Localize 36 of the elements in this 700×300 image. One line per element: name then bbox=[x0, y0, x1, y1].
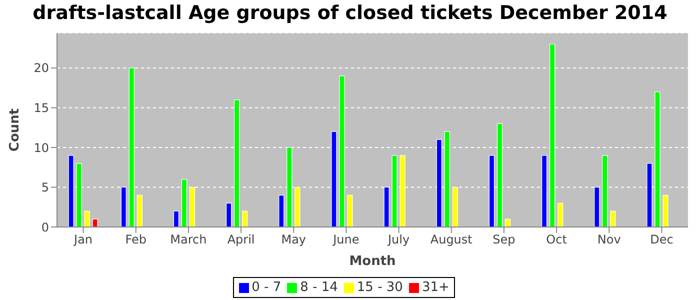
x-axis-title: Month bbox=[349, 254, 396, 269]
legend-label: 0 - 7 bbox=[252, 280, 282, 295]
y-tick-label: 10 bbox=[34, 140, 49, 155]
x-tick-label: May bbox=[281, 232, 306, 247]
bar bbox=[84, 210, 90, 227]
chart-title: drafts-lastcall Age groups of closed tickets December 2014 bbox=[32, 2, 668, 24]
x-tick-label: Nov bbox=[597, 232, 621, 247]
bar bbox=[92, 218, 98, 227]
bar bbox=[558, 202, 564, 227]
y-tick-label: 0 bbox=[41, 220, 49, 234]
x-tick-label: Oct bbox=[546, 232, 568, 247]
legend-label: 8 - 14 bbox=[300, 280, 338, 295]
x-tick-label: Feb bbox=[125, 232, 146, 247]
y-axis-title: Count bbox=[8, 108, 23, 152]
bar bbox=[242, 210, 248, 227]
x-tick-label: Dec bbox=[650, 232, 674, 247]
bar bbox=[662, 194, 668, 227]
legend-label: 31+ bbox=[422, 280, 450, 295]
legend-label: 15 - 30 bbox=[356, 280, 403, 295]
y-tick-label: 15 bbox=[34, 101, 49, 115]
bar bbox=[347, 194, 353, 227]
x-tick-label: March bbox=[170, 232, 207, 247]
bar bbox=[136, 194, 142, 227]
y-tick-label: 20 bbox=[34, 61, 49, 76]
bar bbox=[278, 194, 284, 227]
x-tick-label: June bbox=[332, 232, 360, 247]
x-tick-label: July bbox=[386, 232, 410, 247]
bar bbox=[504, 218, 511, 227]
bar bbox=[173, 210, 180, 227]
x-tick-label: Sep bbox=[492, 232, 516, 247]
y-tick-label: 5 bbox=[41, 180, 49, 195]
bar bbox=[610, 210, 616, 227]
x-tick-label: April bbox=[227, 232, 255, 247]
x-tick-label: August bbox=[430, 232, 473, 247]
bar bbox=[226, 202, 232, 227]
x-tick-label: Jan bbox=[73, 232, 93, 247]
